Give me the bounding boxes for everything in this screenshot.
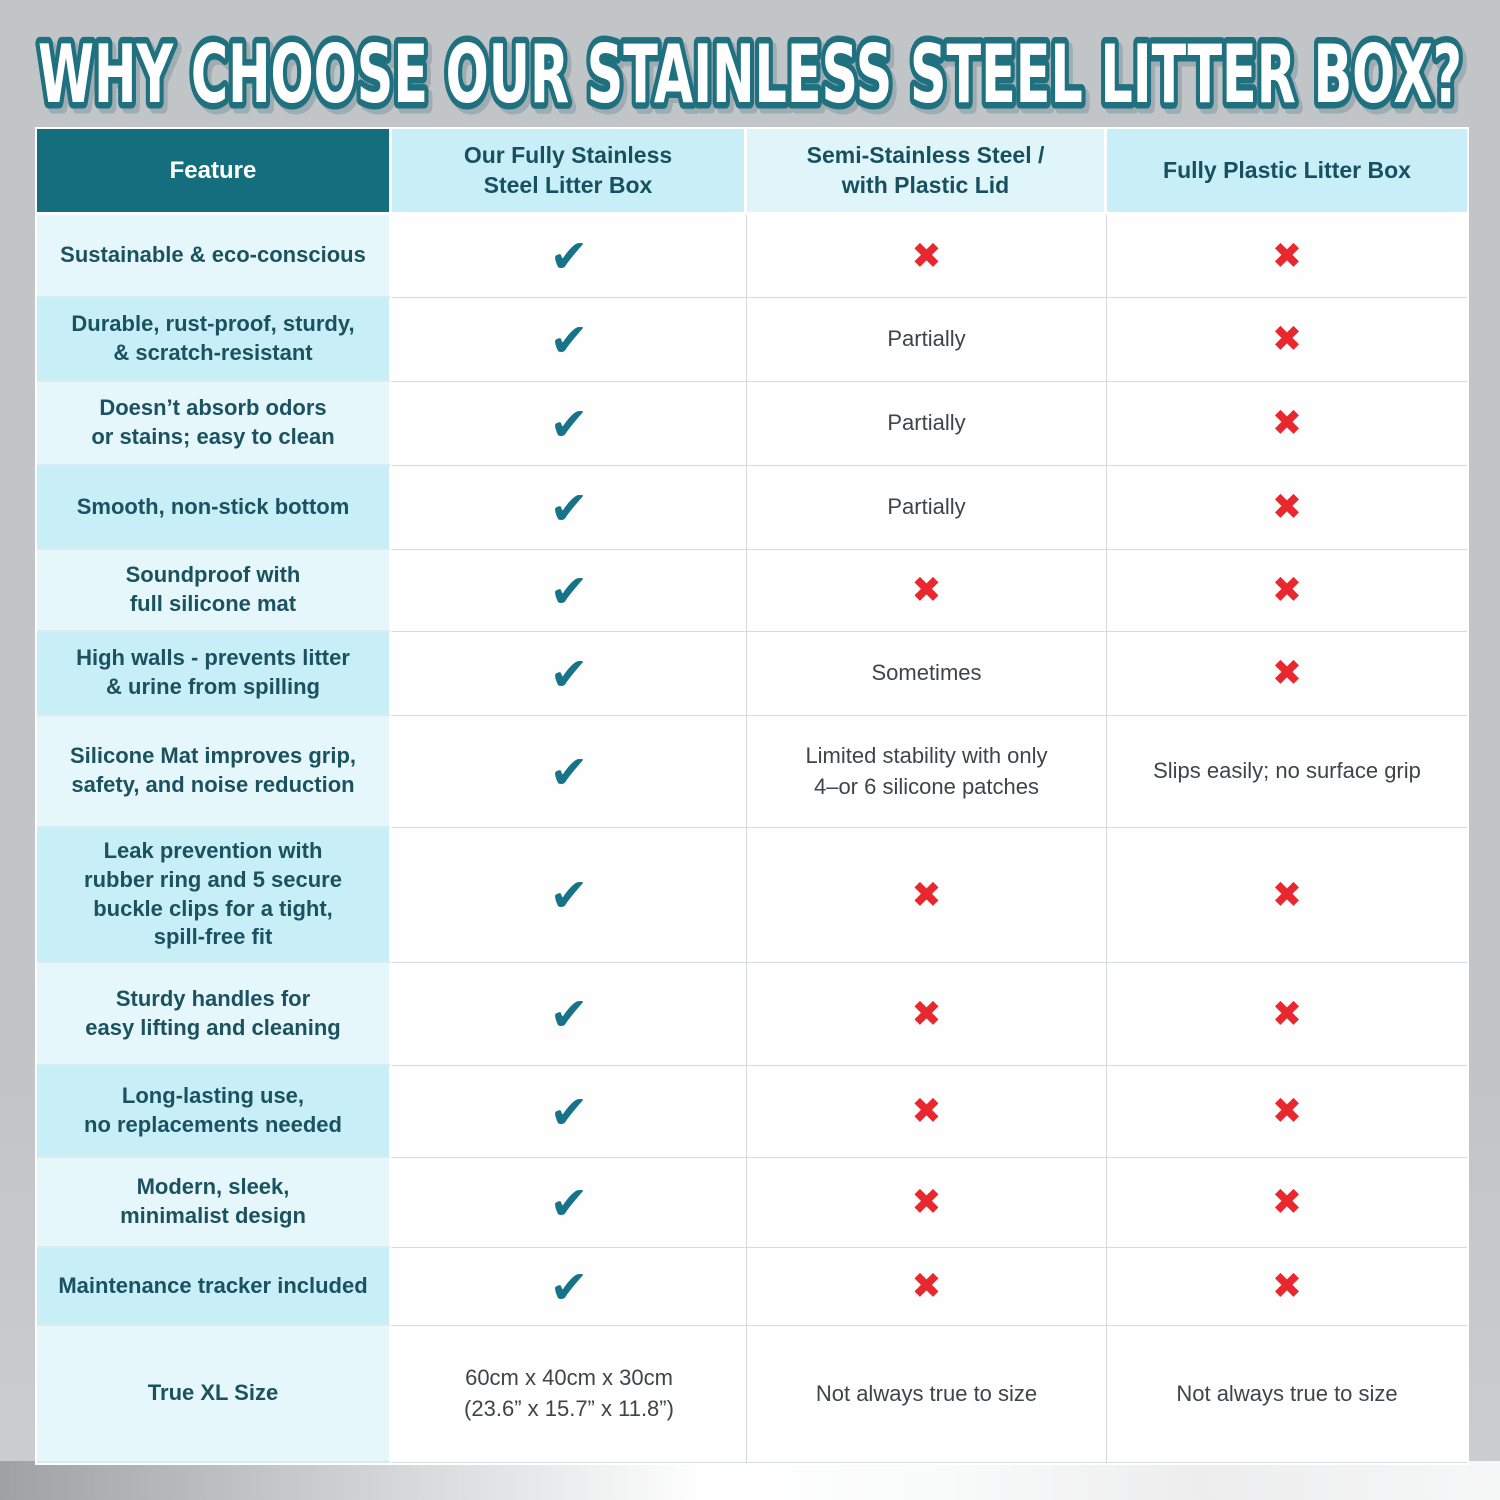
cell-text: Limited stability with only 4–or 6 silic…: [747, 716, 1107, 828]
table-row-leak-prevention: Leak prevention with rubber ring and 5 s…: [37, 828, 1467, 963]
table-row-nonstick: Smooth, non-stick bottom ✔ Partially ✖: [37, 466, 1467, 550]
check-icon: ✔: [392, 1066, 747, 1158]
feature-label: Doesn’t absorb odors or stains; easy to …: [37, 382, 392, 466]
check-icon: ✔: [392, 1158, 747, 1248]
table-row-long-lasting: Long-lasting use, no replacements needed…: [37, 1066, 1467, 1158]
check-icon: ✔: [392, 716, 747, 828]
check-icon: ✔: [392, 963, 747, 1066]
table-row-sustainable: Sustainable & eco-conscious ✔ ✖ ✖: [37, 215, 1467, 298]
page-title-graphic: WHY CHOOSE OUR STAINLESS STEEL LITTER BO…: [32, 22, 1473, 125]
feature-label: Silicone Mat improves grip, safety, and …: [37, 716, 392, 828]
feature-column-header: Feature: [37, 129, 392, 215]
comparison-table: Feature Our Fully Stainless Steel Litter…: [35, 127, 1469, 1465]
feature-label: High walls - prevents litter & urine fro…: [37, 632, 392, 716]
cross-icon: ✖: [1107, 466, 1467, 550]
cell-text: Not always true to size: [747, 1326, 1107, 1463]
feature-label: Smooth, non-stick bottom: [37, 466, 392, 550]
column-header-our-stainless: Our Fully Stainless Steel Litter Box: [392, 129, 747, 215]
cross-icon: ✖: [1107, 298, 1467, 382]
column-header-semi-stainless: Semi-Stainless Steel / with Plastic Lid: [747, 129, 1107, 215]
check-icon: ✔: [392, 215, 747, 298]
cross-icon: ✖: [1107, 632, 1467, 716]
table-row-modern-design: Modern, sleek, minimalist design ✔ ✖ ✖: [37, 1158, 1467, 1248]
cross-icon: ✖: [747, 828, 1107, 963]
cell-text: Partially: [747, 298, 1107, 382]
feature-label: True XL Size: [37, 1326, 392, 1463]
feature-label: Leak prevention with rubber ring and 5 s…: [37, 828, 392, 963]
cross-icon: ✖: [747, 963, 1107, 1066]
silver-gradient-band: [0, 1461, 1500, 1500]
cross-icon: ✖: [1107, 963, 1467, 1066]
cross-icon: ✖: [1107, 828, 1467, 963]
cell-text: Sometimes: [747, 632, 1107, 716]
table-row-soundproof: Soundproof with full silicone mat ✔ ✖ ✖: [37, 550, 1467, 632]
page-title: WHY CHOOSE OUR STAINLESS STEEL LITTER BO…: [38, 28, 1462, 121]
feature-label: Soundproof with full silicone mat: [37, 550, 392, 632]
header-row: Feature Our Fully Stainless Steel Litter…: [37, 129, 1467, 215]
check-icon: ✔: [392, 632, 747, 716]
feature-label: Sturdy handles for easy lifting and clea…: [37, 963, 392, 1066]
table-row-xl-size: True XL Size 60cm x 40cm x 30cm (23.6” x…: [37, 1326, 1467, 1463]
check-icon: ✔: [392, 298, 747, 382]
cell-text: Not always true to size: [1107, 1326, 1467, 1463]
table-row-odors: Doesn’t absorb odors or stains; easy to …: [37, 382, 1467, 466]
cross-icon: ✖: [747, 1158, 1107, 1248]
table-row-durable: Durable, rust-proof, sturdy, & scratch-r…: [37, 298, 1467, 382]
cross-icon: ✖: [1107, 1158, 1467, 1248]
cross-icon: ✖: [747, 550, 1107, 632]
column-header-fully-plastic: Fully Plastic Litter Box: [1107, 129, 1467, 215]
table-row-high-walls: High walls - prevents litter & urine fro…: [37, 632, 1467, 716]
page-title-shadow: WHY CHOOSE OUR STAINLESS STEEL LITTER BO…: [42, 33, 1466, 124]
table-row-tracker: Maintenance tracker included ✔ ✖ ✖: [37, 1248, 1467, 1326]
cell-text: 60cm x 40cm x 30cm (23.6” x 15.7” x 11.8…: [392, 1326, 747, 1463]
cross-icon: ✖: [1107, 1066, 1467, 1158]
feature-label: Maintenance tracker included: [37, 1248, 392, 1326]
cross-icon: ✖: [1107, 382, 1467, 466]
cross-icon: ✖: [1107, 550, 1467, 632]
table-row-silicone-mat: Silicone Mat improves grip, safety, and …: [37, 716, 1467, 828]
check-icon: ✔: [392, 828, 747, 963]
cross-icon: ✖: [747, 1248, 1107, 1326]
cross-icon: ✖: [747, 215, 1107, 298]
cell-text: Partially: [747, 466, 1107, 550]
feature-label: Modern, sleek, minimalist design: [37, 1158, 392, 1248]
cross-icon: ✖: [747, 1066, 1107, 1158]
check-icon: ✔: [392, 1248, 747, 1326]
feature-label: Sustainable & eco-conscious: [37, 215, 392, 298]
cell-text: Slips easily; no surface grip: [1107, 716, 1467, 828]
table-row-handles: Sturdy handles for easy lifting and clea…: [37, 963, 1467, 1066]
feature-label: Durable, rust-proof, sturdy, & scratch-r…: [37, 298, 392, 382]
check-icon: ✔: [392, 382, 747, 466]
cell-text: Partially: [747, 382, 1107, 466]
cross-icon: ✖: [1107, 1248, 1467, 1326]
check-icon: ✔: [392, 466, 747, 550]
check-icon: ✔: [392, 550, 747, 632]
feature-label: Long-lasting use, no replacements needed: [37, 1066, 392, 1158]
cross-icon: ✖: [1107, 215, 1467, 298]
